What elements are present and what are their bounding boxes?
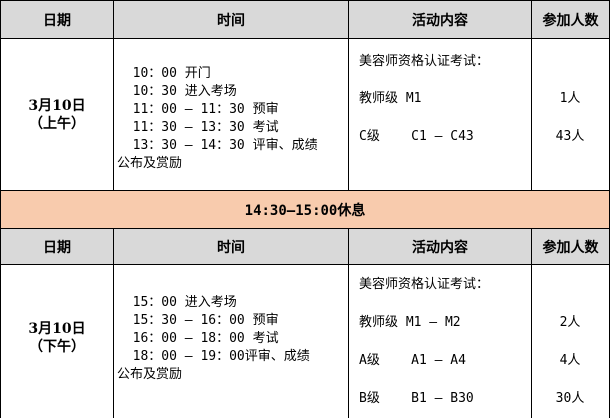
header-time: 时间 bbox=[114, 229, 349, 265]
time-line: 15：00 进入考场 bbox=[117, 295, 237, 310]
header-count: 参加人数 bbox=[532, 1, 610, 39]
header-activity: 活动内容 bbox=[349, 229, 532, 265]
afternoon-date: 3月10日 bbox=[28, 320, 86, 337]
time-line: 公布及赏励 bbox=[117, 156, 183, 171]
morning-count-cell: 1人 43人 bbox=[532, 39, 610, 191]
participant-count: 30人 bbox=[555, 391, 585, 406]
header-activity: 活动内容 bbox=[349, 1, 532, 39]
morning-time-cell: 10：00 开门 10：30 进入考场 11：00 — 11：30 预审 11：… bbox=[114, 39, 349, 191]
participant-count: 2人 bbox=[559, 315, 581, 330]
activity-level: 教师级 M1 — M2 bbox=[359, 315, 461, 330]
header-time: 时间 bbox=[114, 1, 349, 39]
header-count: 参加人数 bbox=[532, 229, 610, 265]
activity-level: C级 C1 — C43 bbox=[359, 129, 474, 144]
afternoon-activity-cell: 美容师资格认证考试： 教师级 M1 — M2 A级 A1 — A4 B级 B1 … bbox=[349, 265, 532, 418]
activity-title: 美容师资格认证考试： bbox=[359, 277, 490, 292]
time-line: 16：00 — 18：00 考试 bbox=[117, 331, 279, 346]
break-row: 14:30—15:00休息 bbox=[1, 191, 610, 229]
participant-count: 1人 bbox=[559, 91, 581, 106]
afternoon-date-cell: 3月10日 （下午） bbox=[1, 265, 114, 418]
participant-count: 43人 bbox=[555, 129, 585, 144]
time-line: 18：00 — 19：00评审、成绩 bbox=[117, 349, 310, 364]
afternoon-period: （下午） bbox=[29, 338, 85, 355]
time-line: 15：30 — 16：00 预审 bbox=[117, 313, 279, 328]
header-date: 日期 bbox=[1, 1, 114, 39]
time-line: 10：30 进入考场 bbox=[117, 84, 237, 99]
afternoon-time-cell: 15：00 进入考场 15：30 — 16：00 预审 16：00 — 18：0… bbox=[114, 265, 349, 418]
time-line: 10：00 开门 bbox=[117, 66, 211, 81]
morning-period: （上午） bbox=[29, 115, 85, 132]
activity-level: 教师级 M1 bbox=[359, 91, 422, 106]
activity-title: 美容师资格认证考试： bbox=[359, 54, 490, 69]
participant-count: 4人 bbox=[559, 353, 581, 368]
activity-level: B级 B1 — B30 bbox=[359, 391, 474, 406]
afternoon-count-cell: 2人 4人 30人 bbox=[532, 265, 610, 418]
time-line: 11：00 — 11：30 预审 bbox=[117, 102, 279, 117]
header-date: 日期 bbox=[1, 229, 114, 265]
activity-level: A级 A1 — A4 bbox=[359, 353, 466, 368]
time-line: 13：30 — 14：30 评审、成绩 bbox=[117, 138, 318, 153]
morning-date-cell: 3月10日 （上午） bbox=[1, 39, 114, 191]
time-line: 公布及赏励 bbox=[117, 367, 183, 382]
time-line: 11：30 — 13：30 考试 bbox=[117, 120, 279, 135]
morning-activity-cell: 美容师资格认证考试： 教师级 M1 C级 C1 — C43 bbox=[349, 39, 532, 191]
morning-date: 3月10日 bbox=[28, 97, 86, 114]
